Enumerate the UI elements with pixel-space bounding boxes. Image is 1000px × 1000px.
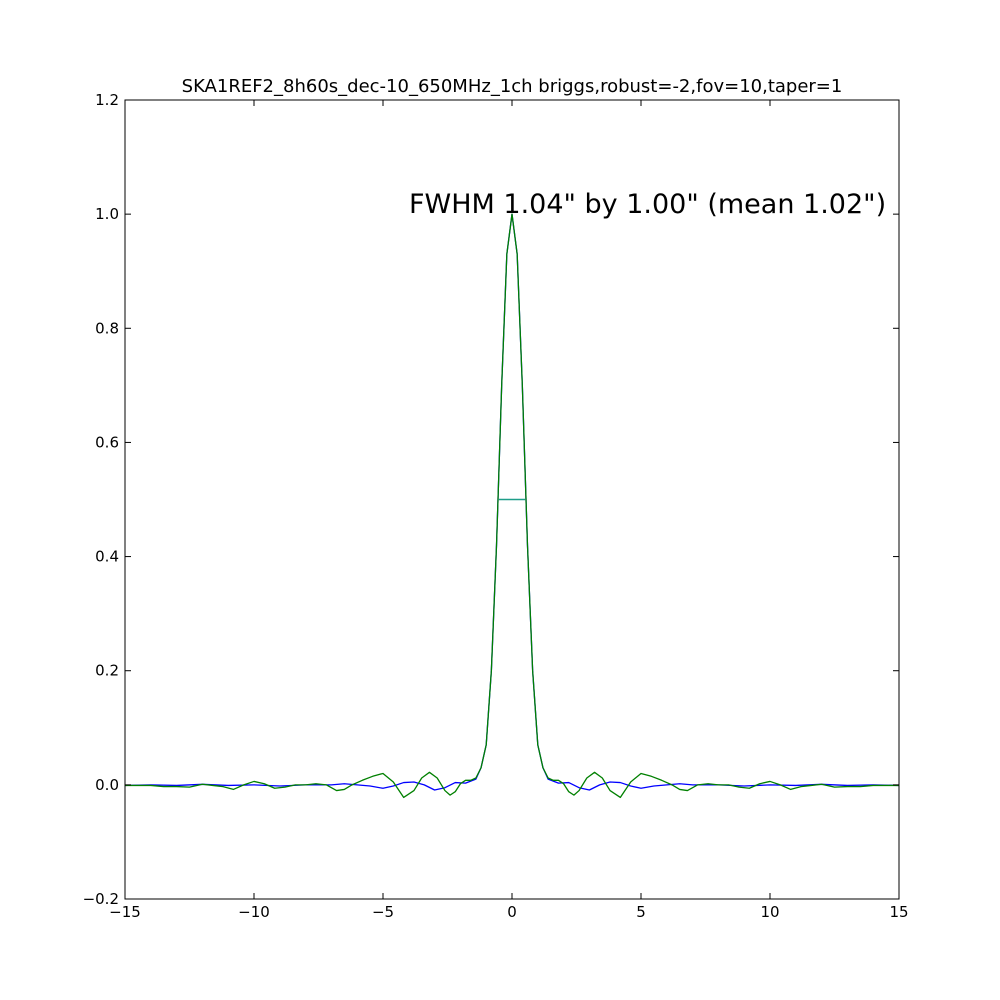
y-tick-label: 0.0: [95, 776, 119, 794]
y-tick-label: 0.6: [95, 433, 119, 451]
x-tick-label: 15: [889, 903, 908, 921]
fwhm-annotation: FWHM 1.04" by 1.00" (mean 1.02"): [409, 189, 886, 220]
chart-title: SKA1REF2_8h60s_dec-10_650MHz_1ch briggs,…: [182, 76, 843, 97]
series-line-1: [125, 213, 899, 791]
y-tick-label: 1.0: [95, 205, 119, 223]
x-tick-label: 0: [507, 903, 517, 921]
series-layer: [125, 213, 899, 799]
x-tick-label: −15: [109, 903, 141, 921]
x-tick-label: 10: [760, 903, 779, 921]
y-tick-label: 1.2: [95, 91, 119, 109]
y-tick-label: −0.2: [83, 890, 119, 908]
x-tick-label: −5: [372, 903, 394, 921]
y-tick-label: 0.8: [95, 319, 119, 337]
axes-layer: −15 −10 −5 0 5 10 15 −0.2 0.0 0.2 0.4 0.6 0.8 1.0 1.2: [83, 91, 909, 921]
y-tick-label: 0.4: [95, 548, 119, 566]
y-tick-label: 0.2: [95, 662, 119, 680]
series-line-2: [125, 213, 899, 799]
series-group: [125, 213, 899, 799]
x-tick-label: −10: [238, 903, 270, 921]
x-tick-label: 5: [636, 903, 646, 921]
